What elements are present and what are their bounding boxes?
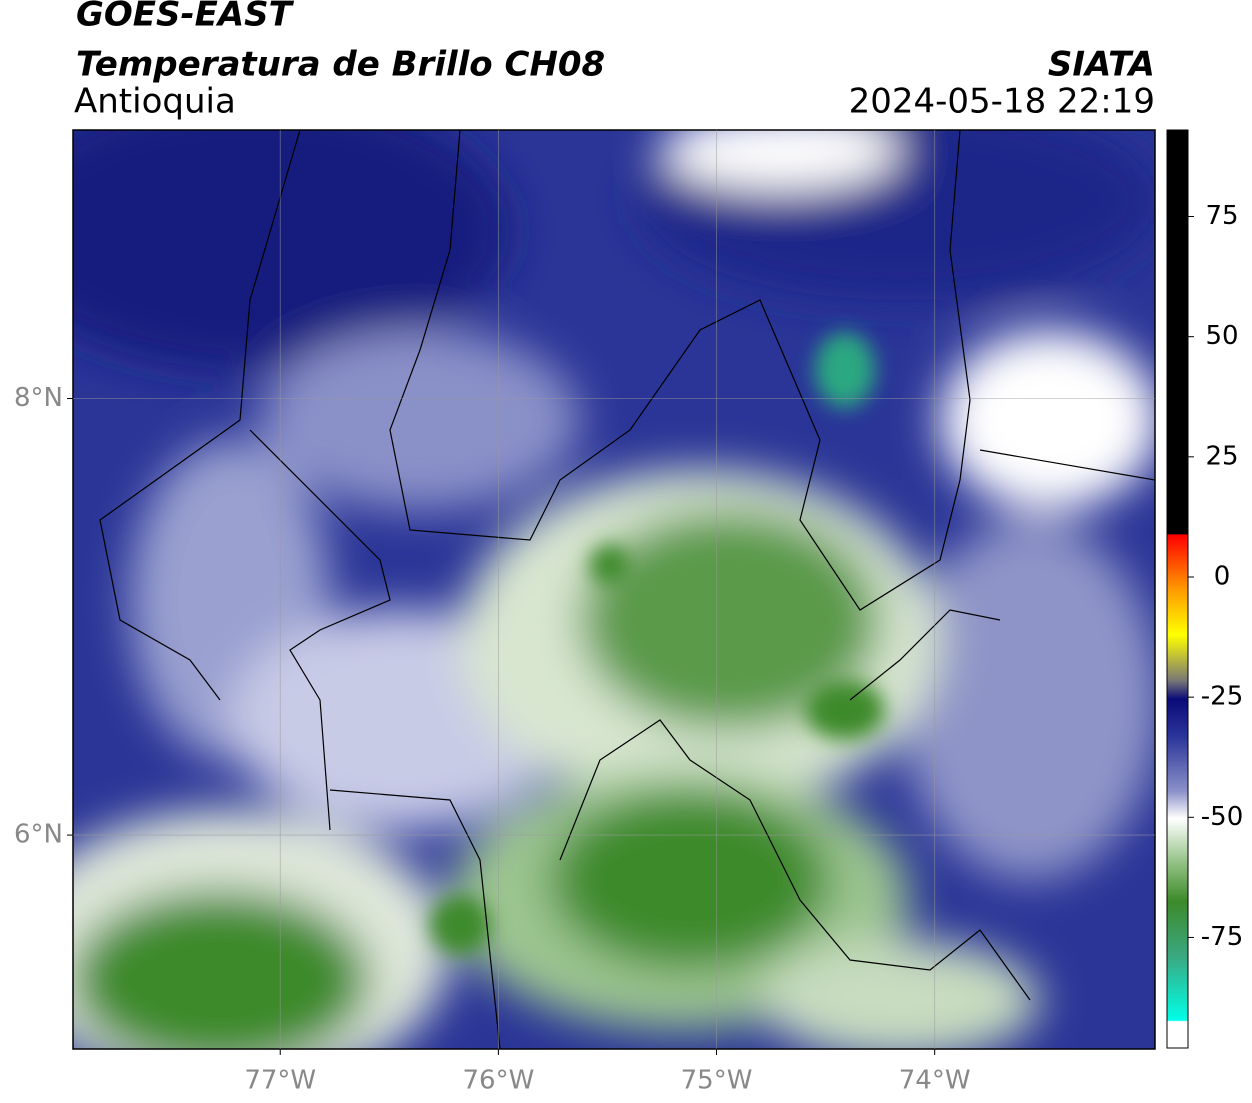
boundaries bbox=[99, 130, 1155, 1049]
colorbar-tick-label: -50 bbox=[1201, 802, 1243, 832]
x-tick-label: 76°W bbox=[462, 1066, 534, 1096]
map-frame bbox=[72, 129, 1156, 1050]
colorbar bbox=[1166, 129, 1189, 1049]
satellite-image bbox=[73, 130, 1155, 1049]
x-tick-label: 75°W bbox=[681, 1066, 753, 1096]
datetime: 2024-05-18 22:19 bbox=[849, 82, 1155, 122]
source: SIATA bbox=[1048, 45, 1155, 85]
y-tick-label: 6°N bbox=[14, 820, 63, 850]
colorbar-tick-label: 50 bbox=[1205, 321, 1238, 351]
colorbar-tick-label: -25 bbox=[1201, 682, 1243, 712]
colorbar-tick-label: 25 bbox=[1205, 441, 1238, 471]
y-tick-label: 8°N bbox=[14, 383, 63, 413]
title: GOES-EAST bbox=[76, 0, 295, 35]
x-tick-label: 74°W bbox=[899, 1066, 971, 1096]
colorbar-tick-label: 75 bbox=[1205, 201, 1238, 231]
region: Antioquia bbox=[74, 82, 236, 122]
subtitle: Temperatura de Brillo CH08 bbox=[76, 45, 605, 85]
colorbar-tick-label: -75 bbox=[1201, 922, 1243, 952]
colorbar-tick-label: 0 bbox=[1214, 561, 1231, 591]
x-tick-label: 77°W bbox=[244, 1066, 316, 1096]
